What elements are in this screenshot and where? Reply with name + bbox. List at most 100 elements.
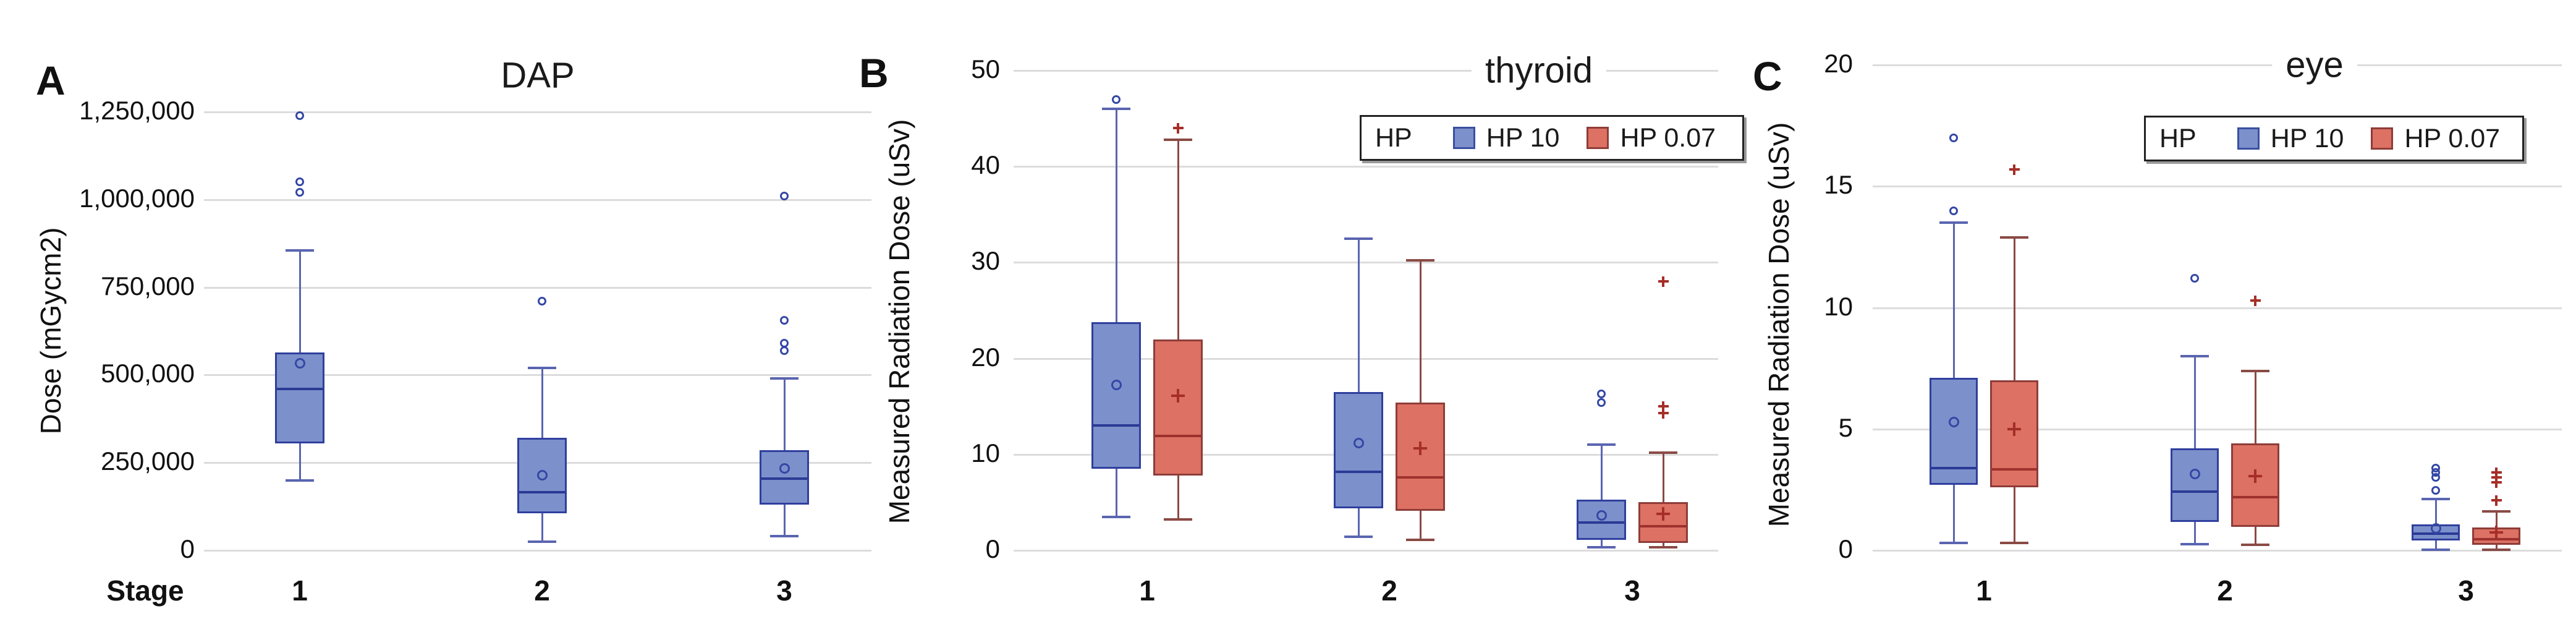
median-stage3-hp007 (1640, 525, 1686, 527)
median-stage1-dap (277, 388, 323, 390)
x-category-label: 3 (1624, 574, 1640, 607)
mean-marker-stage1-hp007 (2007, 422, 2021, 436)
mean-marker-stage3-hp10 (2430, 523, 2441, 534)
x-category-label: 3 (2458, 574, 2474, 607)
outlier-stage3-hp007 (1658, 276, 1669, 287)
legend-label-hp007: HP 0.07 (1620, 122, 1716, 153)
y-tick-label: 15 (1824, 170, 1853, 199)
gridline (1873, 64, 2562, 66)
whisker-stage2-hp007 (2255, 371, 2256, 443)
whisker-stage2-dap (541, 368, 543, 438)
x-category-label: 2 (1381, 574, 1397, 607)
mean-marker-stage3-hp007 (1656, 507, 1670, 521)
whisker-cap-stage3-hp10 (2421, 549, 2450, 551)
whisker-cap-stage2-dap (528, 367, 556, 369)
y-tick-label: 10 (1824, 292, 1853, 321)
y-tick-label: 0 (985, 534, 1000, 563)
whisker-cap-stage2-hp10 (1344, 536, 1373, 538)
legend-label-hp007: HP 0.07 (2404, 123, 2501, 153)
mean-marker-stage1-hp10 (1948, 416, 1959, 427)
whisker-stage1-dap (299, 443, 301, 480)
gridline (1873, 429, 2562, 430)
legend-swatch-hp007 (2371, 127, 2394, 150)
y-tick-label: 500,000 (101, 359, 195, 388)
outlier-stage1-dap (295, 188, 304, 197)
whisker-cap-stage2-dap (528, 540, 556, 543)
gridline (1873, 550, 2562, 552)
whisker-stage2-hp10 (1358, 508, 1360, 537)
outlier-stage3-hp007 (1658, 408, 1669, 419)
legend-label-hp10: HP 10 (2270, 123, 2344, 153)
whisker-cap-stage1-hp10 (1939, 542, 1968, 544)
whisker-stage2-hp007 (1420, 260, 1421, 403)
gridline (1014, 550, 1718, 552)
whisker-cap-stage2-hp007 (2241, 544, 2269, 546)
outlier-stage1-dap (295, 111, 304, 120)
outlier-stage2-dap (538, 297, 546, 305)
whisker-cap-stage3-hp007 (2482, 510, 2510, 513)
median-stage1-hp10 (1931, 467, 1976, 469)
median-stage3-dap (761, 477, 807, 480)
mean-marker-stage2-hp007 (2248, 469, 2262, 483)
y-tick-label: 1,250,000 (79, 96, 195, 125)
whisker-cap-stage2-hp007 (1406, 539, 1434, 541)
y-tick-label: 50 (971, 54, 1000, 83)
whisker-stage1-hp10 (1953, 223, 1955, 378)
median-stage2-hp007 (2233, 496, 2277, 498)
whisker-cap-stage1-hp007 (2000, 542, 2028, 544)
panel-a-title: DAP (501, 55, 575, 96)
gridline (1014, 358, 1718, 360)
whisker-cap-stage3-hp007 (1649, 451, 1677, 454)
gridline (204, 111, 871, 113)
median-stage2-dap (519, 491, 565, 493)
whisker-stage2-hp007 (1420, 511, 1421, 540)
mean-marker-stage2-hp10 (2189, 468, 2200, 479)
mean-marker-stage3-hp007 (2489, 526, 2503, 539)
whisker-stage2-hp10 (2194, 356, 2196, 448)
whisker-stage2-dap (541, 513, 543, 542)
outlier-stage3-dap (780, 346, 789, 355)
panel-c-legend: HP HP 10 HP 0.07 (2144, 116, 2524, 161)
whisker-stage1-hp007 (2014, 487, 2015, 543)
x-category-label: 2 (534, 574, 550, 607)
gridline (1873, 307, 2562, 309)
median-stage1-hp007 (1992, 468, 2036, 471)
outlier-stage3-hp10 (2431, 486, 2440, 495)
whisker-stage1-hp10 (1116, 469, 1117, 517)
panel-b-legend: HP HP 10 HP 0.07 (1360, 115, 1744, 161)
whisker-cap-stage2-hp007 (2241, 370, 2269, 372)
mean-marker-stage2-hp10 (1353, 437, 1364, 448)
whisker-cap-stage3-hp10 (2421, 498, 2450, 500)
legend-swatch-hp007 (1587, 127, 1609, 149)
whisker-cap-stage1-hp10 (1939, 221, 1968, 224)
x-category-label: 1 (292, 574, 308, 607)
median-stage1-hp10 (1093, 424, 1139, 427)
mean-marker-stage2-hp007 (1413, 442, 1427, 455)
median-stage2-hp10 (2172, 490, 2217, 493)
whisker-cap-stage1-hp10 (1102, 516, 1130, 518)
whisker-stage3-dap (784, 505, 786, 536)
panel-a-x-axis-label: Stage (106, 574, 184, 607)
panel-c-title: eye (2272, 44, 2357, 86)
whisker-cap-stage1-dap (286, 249, 314, 252)
whisker-stage1-hp007 (1177, 476, 1179, 519)
mean-marker-stage1-hp10 (1111, 379, 1122, 390)
mean-marker-stage3-hp10 (1596, 510, 1607, 521)
y-tick-label: 40 (971, 150, 1000, 179)
outlier-stage2-hp10 (2190, 274, 2199, 283)
gridline (1873, 186, 2562, 187)
whisker-cap-stage3-dap (770, 535, 799, 537)
whisker-stage1-hp007 (2014, 237, 2015, 380)
panel-b-title: thyroid (1471, 49, 1607, 92)
median-stage1-hp007 (1155, 435, 1201, 437)
y-tick-label: 5 (1838, 413, 1853, 442)
y-tick-label: 250,000 (101, 446, 195, 476)
whisker-cap-stage2-hp007 (1406, 259, 1434, 262)
mean-marker-stage3-dap (779, 463, 790, 474)
whisker-cap-stage1-hp10 (1102, 108, 1130, 110)
x-category-label: 1 (1976, 574, 1992, 607)
whisker-stage3-hp007 (1663, 453, 1664, 502)
gridline (204, 287, 871, 289)
box-stage1-hp007 (1153, 339, 1203, 476)
